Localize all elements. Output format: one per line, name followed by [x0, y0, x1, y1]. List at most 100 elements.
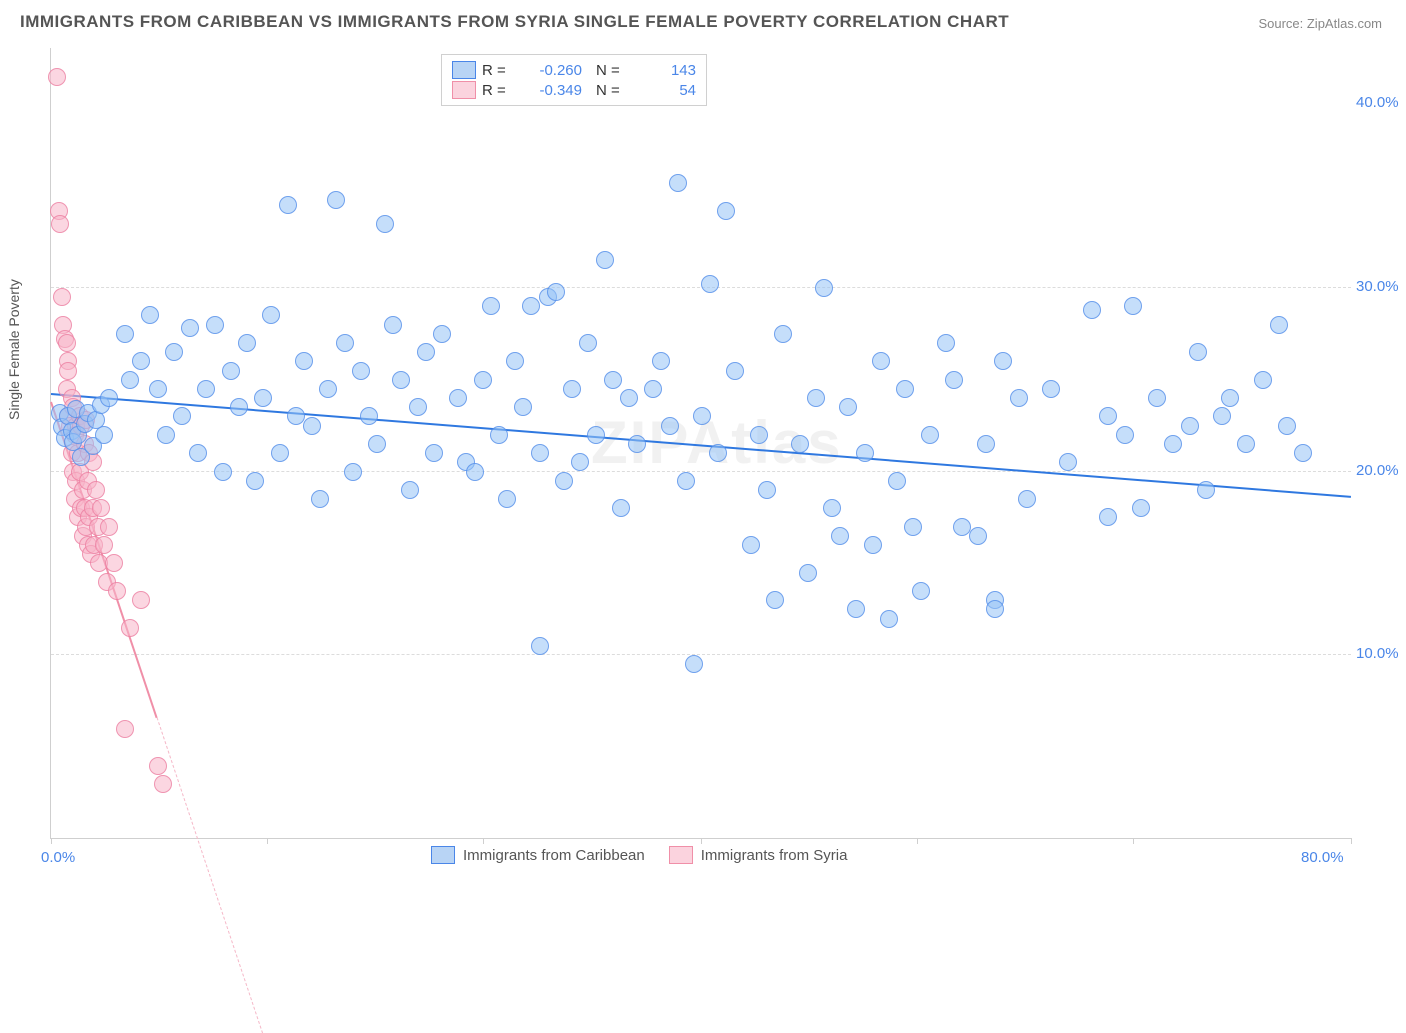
data-point: [173, 407, 191, 425]
data-point: [880, 610, 898, 628]
data-point: [717, 202, 735, 220]
data-point: [888, 472, 906, 490]
data-point: [864, 536, 882, 554]
correlation-legend: R = -0.260 N = 143 R = -0.349 N = 54: [441, 54, 707, 106]
data-point: [482, 297, 500, 315]
data-point: [604, 371, 622, 389]
data-point: [189, 444, 207, 462]
data-point: [1164, 435, 1182, 453]
data-point: [661, 417, 679, 435]
legend-item-caribbean: Immigrants from Caribbean: [431, 846, 645, 864]
gridline: [51, 654, 1351, 655]
data-point: [417, 343, 435, 361]
data-point: [799, 564, 817, 582]
data-point: [352, 362, 370, 380]
gridline: [51, 471, 1351, 472]
data-point: [392, 371, 410, 389]
data-point: [1254, 371, 1272, 389]
data-point: [87, 481, 105, 499]
data-point: [116, 720, 134, 738]
data-point: [121, 619, 139, 637]
data-point: [847, 600, 865, 618]
data-point: [1294, 444, 1312, 462]
data-point: [214, 463, 232, 481]
data-point: [238, 334, 256, 352]
data-point: [149, 757, 167, 775]
y-tick-label: 20.0%: [1356, 462, 1406, 479]
data-point: [839, 398, 857, 416]
data-point: [1270, 316, 1288, 334]
data-point: [644, 380, 662, 398]
y-tick-label: 30.0%: [1356, 278, 1406, 295]
data-point: [1278, 417, 1296, 435]
data-point: [766, 591, 784, 609]
x-tick-label: 0.0%: [41, 849, 75, 866]
data-point: [58, 334, 76, 352]
y-tick-label: 40.0%: [1356, 94, 1406, 111]
data-point: [287, 407, 305, 425]
x-tick: [701, 838, 702, 844]
data-point: [620, 389, 638, 407]
data-point: [141, 306, 159, 324]
legend-label: Immigrants from Caribbean: [463, 847, 645, 864]
data-point: [587, 426, 605, 444]
data-point: [1148, 389, 1166, 407]
data-point: [1221, 389, 1239, 407]
data-point: [376, 215, 394, 233]
legend-row-caribbean: R = -0.260 N = 143: [452, 61, 696, 79]
data-point: [1099, 407, 1117, 425]
data-point: [563, 380, 581, 398]
data-point: [336, 334, 354, 352]
data-point: [774, 325, 792, 343]
x-tick-label: 80.0%: [1301, 849, 1344, 866]
data-point: [994, 352, 1012, 370]
data-point: [246, 472, 264, 490]
x-tick: [1351, 838, 1352, 844]
data-point: [474, 371, 492, 389]
data-point: [977, 435, 995, 453]
data-point: [360, 407, 378, 425]
data-point: [531, 444, 549, 462]
data-point: [279, 196, 297, 214]
legend-item-syria: Immigrants from Syria: [669, 846, 848, 864]
data-point: [652, 352, 670, 370]
data-point: [1132, 499, 1150, 517]
data-point: [1083, 301, 1101, 319]
data-point: [271, 444, 289, 462]
data-point: [571, 453, 589, 471]
data-point: [154, 775, 172, 793]
data-point: [295, 352, 313, 370]
source-attribution: Source: ZipAtlas.com: [1258, 16, 1382, 31]
data-point: [105, 554, 123, 572]
data-point: [547, 283, 565, 301]
data-point: [230, 398, 248, 416]
data-point: [409, 398, 427, 416]
data-point: [344, 463, 362, 481]
data-point: [945, 371, 963, 389]
x-tick: [51, 838, 52, 844]
swatch-pink-icon: [452, 81, 476, 99]
data-point: [596, 251, 614, 269]
swatch-pink-icon: [669, 846, 693, 864]
data-point: [262, 306, 280, 324]
x-tick: [267, 838, 268, 844]
data-point: [51, 215, 69, 233]
data-point: [856, 444, 874, 462]
data-point: [327, 191, 345, 209]
data-point: [425, 444, 443, 462]
y-tick-label: 10.0%: [1356, 645, 1406, 662]
data-point: [522, 297, 540, 315]
data-point: [108, 582, 126, 600]
y-axis-label: Single Female Poverty: [6, 279, 22, 420]
data-point: [1042, 380, 1060, 398]
data-point: [303, 417, 321, 435]
plot-area: ZIPAtlas R = -0.260 N = 143 R = -0.349 N…: [50, 48, 1351, 839]
data-point: [807, 389, 825, 407]
data-point: [132, 352, 150, 370]
data-point: [149, 380, 167, 398]
data-point: [1237, 435, 1255, 453]
data-point: [1197, 481, 1215, 499]
data-point: [986, 600, 1004, 618]
r-label: R =: [482, 62, 516, 79]
data-point: [311, 490, 329, 508]
